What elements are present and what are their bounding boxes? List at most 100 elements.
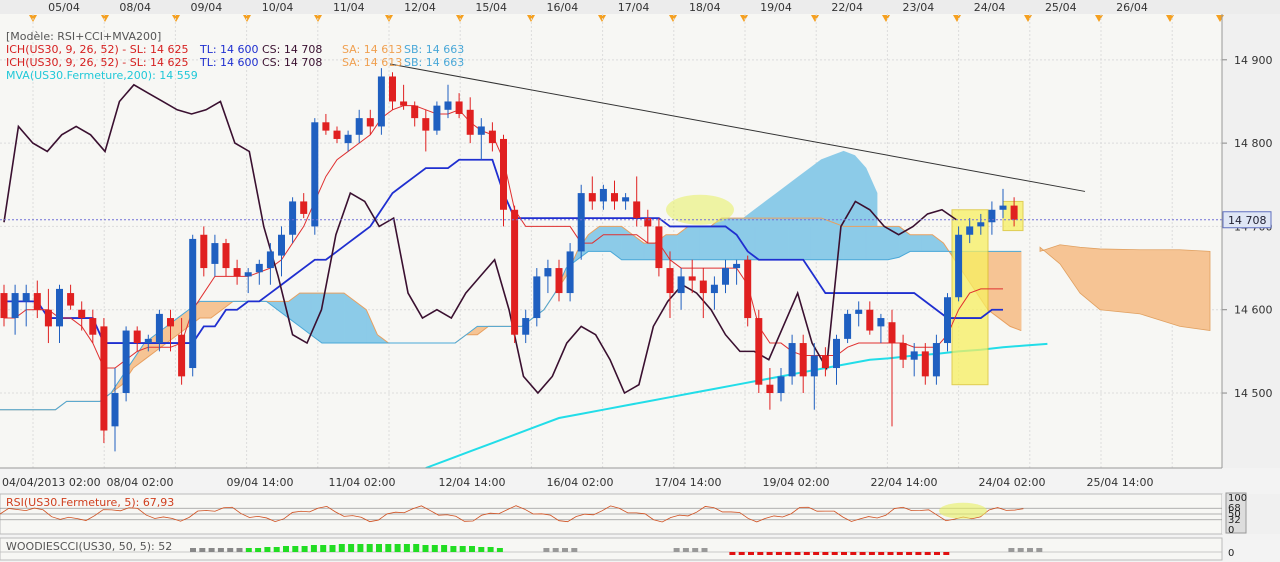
candle-body [788, 343, 796, 377]
candle [699, 268, 707, 319]
cci-bar [822, 552, 829, 555]
candle-body [877, 318, 885, 327]
candle-body [655, 226, 663, 269]
cci-bar [729, 552, 736, 555]
candle [400, 84, 408, 110]
cci-bar [310, 545, 317, 552]
top-date-axis: 05/04 08/04 09/04 10/04 11/04 12/04 15/04 16/04… [48, 1, 1148, 14]
cci-bar [738, 552, 745, 555]
bottom-tick-label: 12/04 14:00 [439, 476, 506, 489]
cloud-segment [909, 234, 922, 252]
cci-bar [366, 544, 373, 552]
bottom-tick-label: 08/04 02:00 [107, 476, 174, 489]
candle [155, 309, 163, 352]
candle [233, 259, 241, 285]
candle [211, 234, 219, 277]
top-date-label: 18/04 [689, 1, 721, 14]
candle-body [67, 293, 75, 306]
top-date-label: 25/04 [1045, 1, 1077, 14]
top-date-label: 17/04 [618, 1, 650, 14]
cci-bar [273, 547, 280, 552]
cloud-segment [1009, 251, 1022, 331]
candle [355, 109, 363, 144]
cci-bar [385, 544, 392, 552]
cci-bar [775, 552, 782, 555]
candle [100, 318, 108, 444]
bottom-tick-label: 19/04 02:00 [763, 476, 830, 489]
candle-body [122, 330, 130, 394]
candle-body [755, 318, 763, 385]
candle-body [511, 209, 519, 335]
cci-bar [924, 552, 931, 555]
cci-bar [562, 548, 568, 552]
candle-body [844, 313, 852, 339]
cci-bar [338, 544, 345, 552]
candle [588, 176, 596, 210]
candle-body [444, 101, 452, 110]
candle [821, 347, 829, 377]
rsi-scale-box [1225, 492, 1247, 534]
candle-body [44, 309, 52, 327]
candle [322, 113, 330, 135]
candle-body [411, 105, 419, 119]
cci-bar [478, 547, 485, 552]
candle [611, 180, 618, 210]
candle [1010, 197, 1018, 227]
candle [433, 101, 441, 135]
candle [899, 334, 907, 369]
candle-body [810, 355, 818, 377]
candle-body [855, 309, 863, 314]
candle-body [355, 118, 363, 135]
cci-bar [496, 548, 503, 552]
cci-bar [850, 552, 857, 555]
candle [167, 309, 174, 352]
y-tick-label: 14 600 [1234, 304, 1273, 317]
candle-body [244, 272, 252, 277]
candle-body [344, 134, 352, 144]
candle-body [178, 334, 186, 377]
bottom-tick-label: 09/04 14:00 [227, 476, 294, 489]
legend-ich-part: ICH(US30, 9, 26, 52) - SL: 14 625 [6, 43, 189, 56]
cci-bar [301, 546, 308, 552]
candle [799, 334, 807, 394]
rsi-level-label: 32 [1228, 515, 1241, 526]
legend-mva: MVA(US30.Fermeture,200): 14 559 [6, 69, 198, 82]
candle-body [544, 268, 552, 277]
candle-body [133, 330, 141, 344]
price-axis-panel [1222, 14, 1280, 468]
cloud-segment [199, 301, 212, 319]
candle-body [522, 318, 530, 335]
cloud-peak [731, 150, 878, 227]
candle-body [1010, 205, 1018, 220]
candle [389, 72, 396, 110]
cci-bar [431, 545, 438, 552]
cloud-segment [987, 251, 1000, 319]
candle [89, 309, 97, 344]
bottom-axis-bg [0, 468, 1280, 494]
cci-bar [422, 545, 429, 552]
chikou-line [3, 83, 957, 395]
candle [877, 313, 885, 344]
candle [422, 109, 430, 152]
candle [622, 193, 630, 210]
mva200-line [425, 342, 1048, 469]
cloud-segment [921, 234, 933, 252]
top-date-label: 08/04 [119, 1, 151, 14]
candle-body [833, 338, 840, 369]
candle [11, 284, 19, 335]
candle-body [966, 226, 974, 235]
candle-body [999, 205, 1007, 210]
event-marker-icon [1166, 15, 1174, 22]
candle [511, 205, 519, 344]
legend-ich-part: ICH(US30, 9, 26, 52) - SL: 14 625 [6, 56, 189, 69]
candle [411, 101, 419, 127]
cci-bar [245, 548, 252, 552]
cci-bar [469, 546, 475, 552]
candle-body [22, 293, 30, 302]
cci-bar [459, 546, 466, 552]
y-tick-label: 14 900 [1234, 54, 1273, 67]
candle [122, 326, 130, 402]
cci-bar [1027, 548, 1033, 552]
candles [0, 68, 1018, 452]
candle-body [300, 201, 308, 214]
